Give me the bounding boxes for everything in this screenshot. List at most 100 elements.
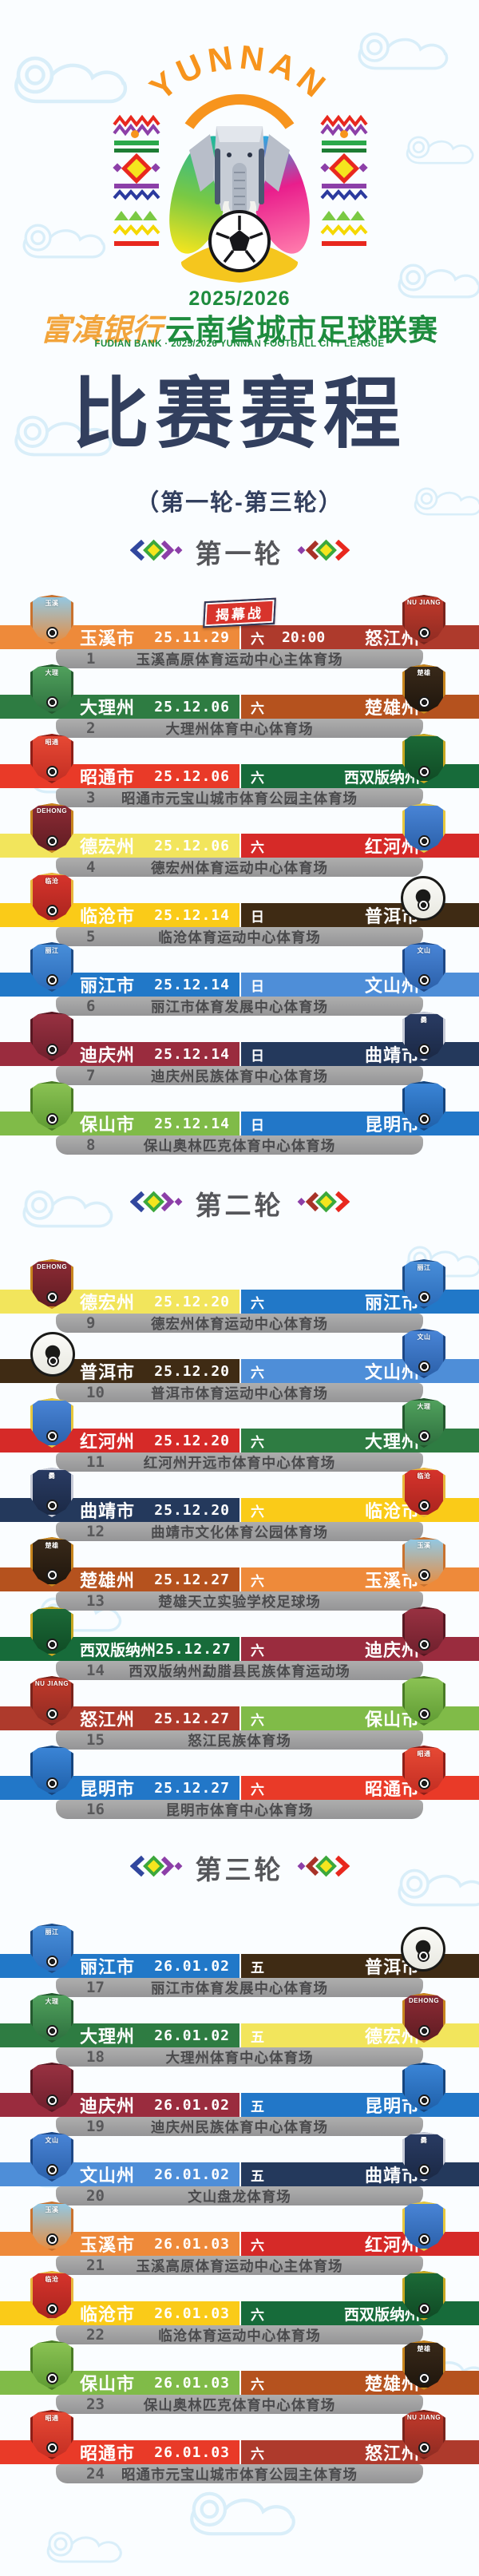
home-team-name: 保山市 <box>80 2374 136 2394</box>
match-row: 楚雄州 25.12.27 六玉溪市 楚雄 玉溪 13 楚雄天立实验学校足球场 <box>0 1537 479 1611</box>
match-day: 六 <box>251 2307 264 2323</box>
venue-name: 昭通市元宝山城市体育公园主体育场 <box>121 790 358 806</box>
home-team-name: 德宏州 <box>80 1293 136 1313</box>
soccer-ball-icon <box>46 2164 58 2176</box>
soccer-ball-icon <box>418 766 430 778</box>
match-day: 六 <box>251 1434 264 1450</box>
venue-name: 昆明市体育中心体育场 <box>165 1801 314 1818</box>
team-logo-label: 爨 <box>48 1472 56 1480</box>
match-time: 20:00 <box>282 628 326 646</box>
match-date: 25.12.20 <box>154 1432 230 1449</box>
sponsor-text: 富滇银行 <box>40 314 162 347</box>
soccer-ball-icon <box>46 627 58 639</box>
match-number: 9 <box>86 1314 96 1332</box>
soccer-ball-icon <box>418 627 430 639</box>
away-team-bar: 日文山州 <box>240 973 479 997</box>
away-team-bar: 六文山州 <box>240 1359 479 1383</box>
round-ornament-right-icon <box>297 539 350 565</box>
match-row: 临沧市 26.01.03 六 西双版纳州 临沧 22 临沧体育运动中心体育场 <box>0 2271 479 2344</box>
home-team-name: 昭通市 <box>80 767 136 787</box>
match-bar: 昭通市 25.12.06 六 西双版纳州 昭通 <box>0 734 479 788</box>
match-bar: 普洱市 25.12.20 六文山州 文山 <box>0 1329 479 1383</box>
away-team-bar: 六迪庆州 <box>240 1637 479 1661</box>
team-logo-label: 昭通 <box>45 2415 59 2422</box>
team-logo-label: DEHONG <box>408 1997 440 2004</box>
home-team-name: 曲靖市 <box>80 1501 136 1521</box>
home-team-name: 楚雄州 <box>80 1571 136 1591</box>
match-date: 25.12.27 <box>154 1779 230 1797</box>
tribal-pattern-left <box>113 114 160 246</box>
team-logo-label: 玉溪 <box>45 600 59 607</box>
match-bar: 怒江州 25.12.27 六保山市 NU JIANG <box>0 1676 479 1730</box>
team-logo-label: NU JIANG <box>406 599 441 606</box>
match-day: 五 <box>251 2168 264 2184</box>
team-logo-label: 文山 <box>45 2137 59 2144</box>
round-ornament-left-icon <box>129 1191 183 1217</box>
match-number: 4 <box>86 858 96 876</box>
home-team-logo <box>30 1332 75 1377</box>
match-bar: 楚雄州 25.12.27 六玉溪市 楚雄 玉溪 <box>0 1537 479 1591</box>
match-day: 六 <box>251 839 264 855</box>
match-bar: 昆明市 25.12.27 六昭通市 昭通 <box>0 1746 479 1800</box>
team-logo-label: NU JIANG <box>406 2414 441 2421</box>
match-bar: 大理州 26.01.02 五德宏州 大理 DEHONG <box>0 1993 479 2047</box>
match-bar: 玉溪市 25.11.29 六 20:00 怒江州 玉溪 NU JIANG <box>0 595 479 649</box>
home-team-bar: 迪庆州 25.12.14 <box>0 1042 240 1066</box>
match-number: 20 <box>86 2187 105 2205</box>
home-team-bar: 德宏州 25.12.20 <box>0 1290 240 1314</box>
soccer-ball-icon <box>418 1291 430 1303</box>
venue-bar: 21 玉溪高原体育运动中心主体育场 <box>56 2256 423 2275</box>
match-number: 5 <box>86 928 96 945</box>
soccer-ball-icon <box>46 696 58 708</box>
team-logo-label: 爨 <box>420 1017 428 1024</box>
away-team-bar: 六玉溪市 <box>240 1567 479 1591</box>
match-bar: 德宏州 25.12.06 六红河州 DEHONG <box>0 803 479 858</box>
home-team-name: 昭通市 <box>80 2443 136 2463</box>
match-number: 6 <box>86 997 96 1015</box>
match-day: 五 <box>251 2098 264 2114</box>
match-day: 六 <box>251 770 264 786</box>
venue-bar: 24 昭通市元宝山城市体育公园主体育场 <box>56 2464 423 2483</box>
match-bar: 曲靖市 25.12.20 六临沧市 爨 临沧 <box>0 1468 479 1522</box>
venue-bar: 10 普洱市体育运动中心体育场 <box>56 1383 423 1402</box>
team-logo-label: 文山 <box>417 947 431 954</box>
venue-name: 迪庆州民族体育中心体育场 <box>151 2118 328 2135</box>
home-team-name: 文山州 <box>80 2166 136 2186</box>
venue-name: 昭通市元宝山城市体育公园主体育场 <box>121 2466 358 2483</box>
match-bar: 昭通市 26.01.03 六怒江州 昭通 NU JIANG <box>0 2410 479 2464</box>
match-bar: 临沧市 25.12.14 日普洱市 临沧 <box>0 873 479 927</box>
soccer-ball-icon <box>46 1569 58 1581</box>
match-row: 昭通市 26.01.03 六怒江州 昭通 NU JIANG 24 昭通市元宝山城市体育公园主… <box>0 2410 479 2483</box>
match-date: 26.01.03 <box>154 2374 230 2392</box>
home-team-name: 玉溪市 <box>80 2235 136 2255</box>
soccer-ball-icon <box>46 1044 58 1056</box>
match-row: 保山市 26.01.03 六楚雄州 楚雄 23 保山奥林匹克体育中心体育场 <box>0 2340 479 2414</box>
away-team-bar: 日曲靖市 <box>240 1042 479 1066</box>
soccer-ball-icon <box>418 2233 430 2245</box>
venue-name: 文山盘龙体育场 <box>188 2188 291 2205</box>
soccer-ball-icon <box>46 2025 58 2037</box>
match-row: 迪庆州 25.12.14 日曲靖市 爨 7 迪庆州民族体育中心体育场 <box>0 1012 479 1085</box>
match-row: 玉溪市 26.01.03 六红河州 玉溪 21 玉溪高原体育运动中心主体育场 <box>0 2201 479 2275</box>
venue-name: 怒江民族体育场 <box>188 1732 291 1749</box>
match-date: 26.01.02 <box>154 2166 230 2183</box>
venue-name: 保山奥林匹克体育中心体育场 <box>143 2396 336 2413</box>
match-day: 日 <box>251 1048 264 1064</box>
team-logo-label: 玉溪 <box>45 2206 59 2213</box>
soccer-ball-icon <box>417 899 430 911</box>
soccer-ball-icon <box>418 1708 430 1720</box>
match-row: 迪庆州 26.01.02 五昆明市 19 迪庆州民族体育中心体育场 <box>0 2063 479 2136</box>
round-header: 第二轮 <box>0 1183 479 1223</box>
team-logo-label: 楚雄 <box>45 1542 59 1549</box>
league-emblem-logo: YUNNAN <box>113 38 368 283</box>
venue-bar: 4 德宏州体育运动中心体育场 <box>56 858 423 877</box>
venue-bar: 6 丽江市体育发展中心体育场 <box>56 997 423 1016</box>
match-date: 26.01.02 <box>154 2027 230 2044</box>
match-date: 26.01.03 <box>154 2305 230 2322</box>
match-bar: 文山州 26.01.02 五曲靖市 文山 爨 <box>0 2132 479 2186</box>
venue-bar: 14 西双版纳州勐腊县民族体育运动场 <box>56 1661 423 1680</box>
soccer-ball-icon <box>46 2094 58 2106</box>
away-team-logo <box>401 1927 445 1972</box>
soccer-ball-icon <box>418 2442 430 2454</box>
round-ornament-left-icon <box>129 539 183 565</box>
